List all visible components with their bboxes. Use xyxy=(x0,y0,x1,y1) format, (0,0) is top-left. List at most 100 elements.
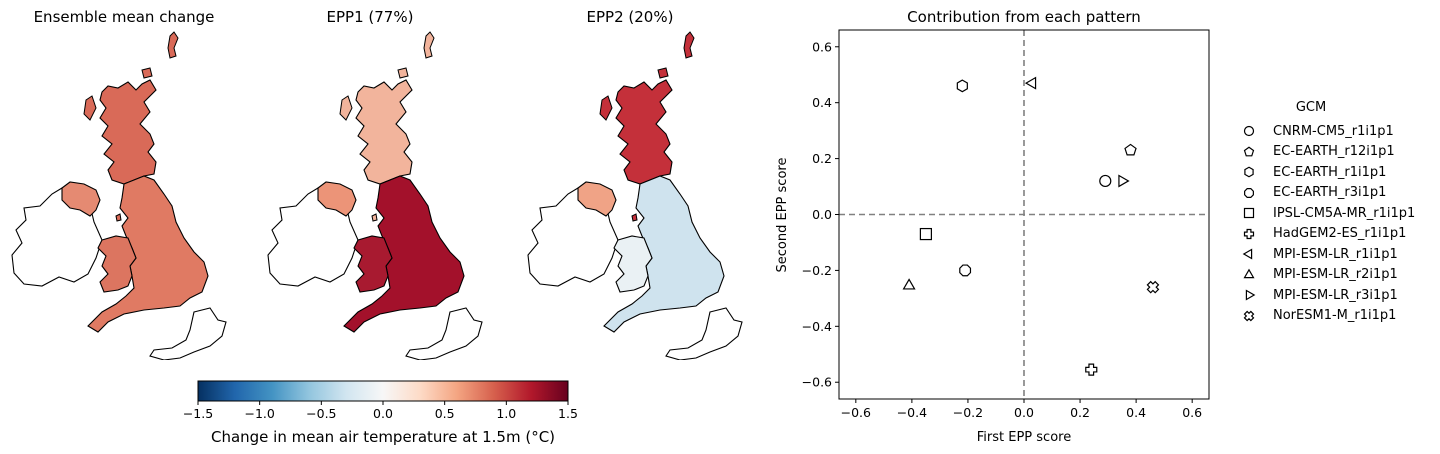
octagon-marker-icon xyxy=(1244,187,1254,198)
island-outline xyxy=(371,213,378,222)
legend-item: HadGEM2-ES_r1i1p1 xyxy=(1236,224,1436,245)
x-tick-label: −0.4 xyxy=(897,405,927,420)
legend-item: CNRM-CM5_r1i1p1 xyxy=(1236,121,1436,142)
pentagon-marker-icon xyxy=(1243,146,1255,157)
island-outline xyxy=(339,95,353,121)
legend-marker xyxy=(1243,228,1255,239)
island-outline xyxy=(167,31,179,59)
map-title-ensemble-mean: Ensemble mean change xyxy=(33,8,215,26)
data-point-circle xyxy=(1099,174,1112,188)
data-point-triangle-right xyxy=(1118,174,1130,188)
data-point-hexagon xyxy=(956,79,968,93)
northern-ireland-region xyxy=(577,181,617,217)
y-tick-label: 0.0 xyxy=(812,207,832,222)
colorbar: −1.5 −1.0 −0.5 0.0 0.5 1.0 1.5 Change in mean … xyxy=(183,380,578,446)
legend-item: MPI-ESM-LR_r3i1p1 xyxy=(1236,285,1436,306)
y-tick-label: −0.2 xyxy=(802,263,832,278)
legend-marker xyxy=(1242,248,1253,260)
x-tick-label: 0.0 xyxy=(1014,405,1034,420)
legend-label: MPI-ESM-LR_r3i1p1 xyxy=(1273,287,1398,303)
island-outline xyxy=(657,67,669,79)
colorbar-tick-label: 1.0 xyxy=(496,406,516,421)
wales-region xyxy=(613,235,653,293)
legend-marker xyxy=(1243,268,1255,278)
triangle-right-marker-icon xyxy=(1245,289,1256,301)
legend-item: NorESM1-M_r1i1p1 xyxy=(1236,306,1436,327)
map-title-epp2: EPP2 (20%) xyxy=(586,8,674,26)
island-outline xyxy=(423,31,435,59)
data-point-square xyxy=(919,227,932,241)
scotland-region xyxy=(99,79,157,185)
chart-title: Contribution from each pattern xyxy=(907,8,1141,26)
y-tick-label: 0.6 xyxy=(812,39,832,54)
legend-marker xyxy=(1243,146,1255,157)
legend-label: EC-EARTH_r12i1p1 xyxy=(1273,144,1395,160)
scatter-chart: Contribution from each pattern −0.6 −0.6 −… xyxy=(775,8,1210,445)
legend-label: CNRM-CM5_r1i1p1 xyxy=(1273,123,1394,139)
legend-marker xyxy=(1244,187,1254,198)
y-tick-label: −0.4 xyxy=(802,319,832,334)
legend-item: IPSL-CM5A-MR_r1i1p1 xyxy=(1236,203,1436,224)
y-tick-label: 0.4 xyxy=(812,95,832,110)
data-point-octagon xyxy=(959,264,972,277)
x-marker-icon xyxy=(1243,310,1255,322)
map-title-epp1: EPP1 (77%) xyxy=(326,8,414,26)
scotland-region xyxy=(355,79,413,185)
scotland-region xyxy=(615,79,673,185)
colorbar-tick-label: −1.5 xyxy=(183,406,213,421)
legend-label: MPI-ESM-LR_r1i1p1 xyxy=(1273,246,1398,262)
map-epp2 xyxy=(527,31,743,360)
legend-item: EC-EARTH_r3i1p1 xyxy=(1236,183,1436,204)
northern-ireland-region xyxy=(61,181,101,217)
map-ensemble-mean xyxy=(11,31,227,360)
legend-title: GCM xyxy=(1295,100,1327,115)
square-marker-icon xyxy=(1243,208,1255,219)
data-point-triangle-left xyxy=(1024,76,1037,90)
wales-region xyxy=(353,235,393,293)
x-tick-label: 0.6 xyxy=(1182,405,1202,420)
island-outline xyxy=(115,213,122,222)
x-axis-label: First EPP score xyxy=(977,430,1071,445)
legend: GCM CNRM-CM5_r1i1p1 EC-EARTH_r12i1p1 EC-EA… xyxy=(1236,100,1436,326)
plus-marker-icon xyxy=(1243,228,1255,239)
colorbar-gradient xyxy=(197,380,569,402)
island-outline xyxy=(397,67,409,79)
data-point-triangle-up xyxy=(902,278,916,290)
triangle-left-marker-icon xyxy=(1242,248,1253,260)
x-tick-label: 0.2 xyxy=(1070,405,1090,420)
legend-marker xyxy=(1243,126,1255,137)
x-tick-label: −0.2 xyxy=(953,405,983,420)
legend-label: NorESM1-M_r1i1p1 xyxy=(1273,308,1397,324)
legend-label: MPI-ESM-LR_r2i1p1 xyxy=(1273,267,1398,283)
legend-marker xyxy=(1245,289,1256,301)
wales-region xyxy=(97,235,137,293)
colorbar-tick-label: −1.0 xyxy=(244,406,274,421)
legend-item: MPI-ESM-LR_r1i1p1 xyxy=(1236,244,1436,265)
legend-marker xyxy=(1244,166,1254,178)
legend-item: MPI-ESM-LR_r2i1p1 xyxy=(1236,265,1436,286)
colorbar-tick-label: −0.5 xyxy=(306,406,336,421)
island-outline xyxy=(141,67,153,79)
circle-marker-icon xyxy=(1243,126,1255,137)
y-tick-label: −0.6 xyxy=(802,375,832,390)
colorbar-tick-label: 1.5 xyxy=(558,406,578,421)
northern-ireland-region xyxy=(317,181,357,217)
legend-label: IPSL-CM5A-MR_r1i1p1 xyxy=(1273,205,1416,221)
island-outline xyxy=(599,95,613,121)
colorbar-tick-label: 0.0 xyxy=(373,406,393,421)
france-coastline xyxy=(149,307,227,360)
x-tick-label: 0.4 xyxy=(1126,405,1146,420)
legend-marker xyxy=(1243,310,1255,322)
legend-marker xyxy=(1243,208,1255,219)
triangle-up-marker-icon xyxy=(1243,268,1255,278)
island-outline xyxy=(83,95,97,121)
legend-item: EC-EARTH_r1i1p1 xyxy=(1236,162,1436,183)
y-axis-label: Second EPP score xyxy=(775,158,790,273)
data-point-pentagon xyxy=(1124,143,1137,156)
france-coastline xyxy=(665,307,743,360)
hexagon-marker-icon xyxy=(1244,166,1254,178)
colorbar-label: Change in mean air temperature at 1.5m (… xyxy=(211,428,555,446)
y-tick-label: 0.2 xyxy=(812,151,832,166)
data-point-x xyxy=(1146,280,1160,294)
legend-label: EC-EARTH_r3i1p1 xyxy=(1273,185,1387,201)
